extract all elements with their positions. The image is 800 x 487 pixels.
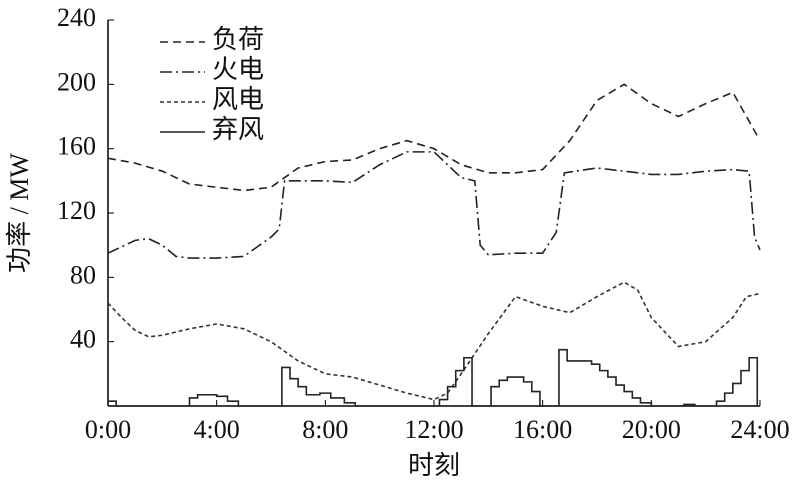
y-tick-label: 240 — [57, 3, 96, 32]
x-tick-label: 0:00 — [85, 415, 131, 444]
x-tick-label: 4:00 — [194, 415, 240, 444]
y-tick-label: 160 — [57, 132, 96, 161]
series-line — [108, 348, 759, 407]
y-tick-label: 40 — [70, 325, 96, 354]
series-line — [107, 83, 758, 192]
y-tick-label: 120 — [57, 196, 96, 225]
y-tick-label: 200 — [57, 67, 96, 96]
legend-label: 风电 — [212, 85, 264, 114]
series-line — [107, 281, 761, 401]
y-tick-label: 80 — [70, 260, 96, 289]
x-tick-label: 20:00 — [622, 415, 681, 444]
x-tick-label: 16:00 — [513, 415, 572, 444]
x-tick-label: 24:00 — [730, 415, 789, 444]
legend-label: 火电 — [212, 55, 264, 84]
y-axis-label: 功率 / MW — [5, 153, 34, 273]
series-line — [107, 151, 761, 259]
x-axis-label: 时刻 — [408, 451, 460, 480]
legend-label: 弃风 — [212, 115, 264, 144]
legend-label: 负荷 — [212, 25, 264, 54]
x-tick-label: 12:00 — [404, 415, 463, 444]
x-tick-label: 8:00 — [302, 415, 348, 444]
